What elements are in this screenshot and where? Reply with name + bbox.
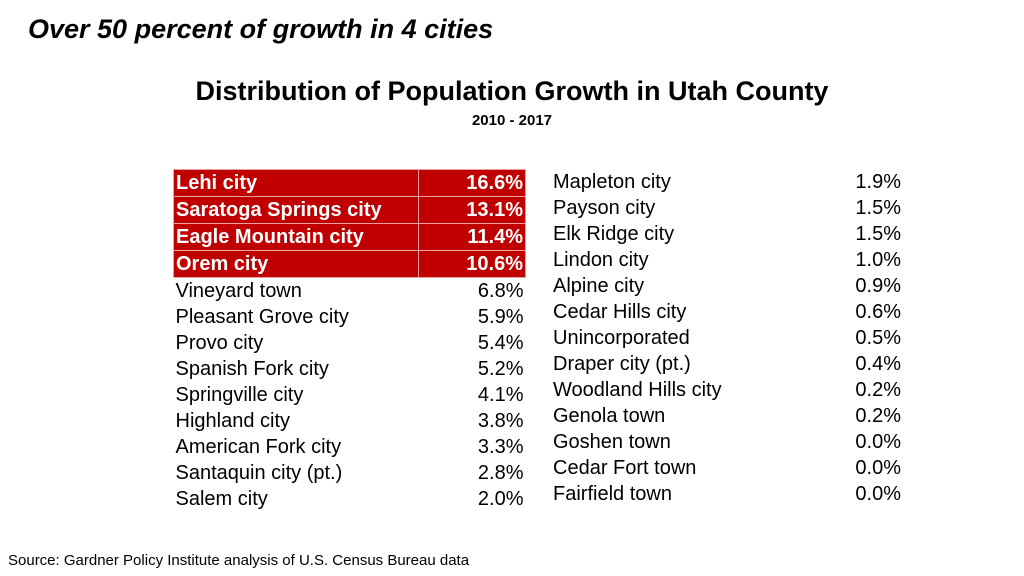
growth-share-value: 2.8% <box>477 462 524 484</box>
growth-share-value: 0.5% <box>855 327 901 349</box>
table-row: Eagle Mountain city 11.4% <box>173 223 526 251</box>
growth-share-value: 3.3% <box>477 436 524 458</box>
city-name: Lindon city <box>553 249 649 271</box>
city-name: Unincorporated <box>553 327 690 349</box>
growth-share-value: 6.8% <box>477 280 524 302</box>
table-row: Santaquin city (pt.) 2.8% <box>174 460 526 486</box>
table-row: Elk Ridge city 1.5% <box>551 221 903 247</box>
city-name: Saratoga Springs city <box>173 196 419 224</box>
table-row: Genola town 0.2% <box>551 403 903 429</box>
table-row: Springville city 4.1% <box>174 382 526 408</box>
growth-share-value: 0.0% <box>855 483 901 505</box>
table-row: Mapleton city 1.9% <box>551 169 903 195</box>
city-name: Draper city (pt.) <box>553 353 691 375</box>
growth-share-value: 0.6% <box>855 301 901 323</box>
city-name: Provo city <box>175 332 264 354</box>
table-row: Cedar Hills city 0.6% <box>551 299 903 325</box>
table-row: Lehi city 16.6% <box>173 169 526 197</box>
growth-share-value: 1.5% <box>855 197 901 219</box>
city-name: Pleasant Grove city <box>175 306 349 328</box>
growth-share-value: 0.0% <box>855 457 901 479</box>
growth-share-value: 5.2% <box>477 358 524 380</box>
table-row: Fairfield town 0.0% <box>551 481 903 507</box>
growth-table-right: Mapleton city 1.9% Payson city 1.5% Elk Ridg… <box>551 169 903 507</box>
growth-share-value: 0.2% <box>855 379 901 401</box>
city-name: Fairfield town <box>553 483 672 505</box>
city-name: Payson city <box>553 197 656 219</box>
growth-table-left: Lehi city 16.6% Saratoga Springs city 13.1%… <box>173 169 526 512</box>
city-name: Alpine city <box>553 275 645 297</box>
growth-share-value: 0.9% <box>855 275 901 297</box>
growth-share-value: 11.4% <box>418 223 526 251</box>
growth-share-value: 5.9% <box>477 306 524 328</box>
growth-share-value: 2.0% <box>477 488 524 510</box>
growth-share-value: 10.6% <box>418 250 526 278</box>
city-name: Highland city <box>175 410 291 432</box>
table-row: Unincorporated 0.5% <box>551 325 903 351</box>
table-row: American Fork city 3.3% <box>174 434 526 460</box>
city-name: Springville city <box>175 384 304 406</box>
growth-share-value: 1.0% <box>855 249 901 271</box>
city-name: Woodland Hills city <box>553 379 722 401</box>
city-name: Genola town <box>553 405 666 427</box>
city-name: Cedar Fort town <box>553 457 697 479</box>
table-row: Orem city 10.6% <box>173 250 526 278</box>
city-name: Vineyard town <box>175 280 302 302</box>
growth-share-value: 3.8% <box>477 410 524 432</box>
city-name: American Fork city <box>175 436 342 458</box>
city-name: Salem city <box>175 488 268 510</box>
growth-share-value: 1.5% <box>855 223 901 245</box>
table-row: Draper city (pt.) 0.4% <box>551 351 903 377</box>
growth-share-value: 5.4% <box>477 332 524 354</box>
table-row: Cedar Fort town 0.0% <box>551 455 903 481</box>
table-row: Spanish Fork city 5.2% <box>174 356 526 382</box>
growth-share-value: 4.1% <box>477 384 524 406</box>
city-name: Lehi city <box>173 169 419 197</box>
chart-subtitle: 2010 - 2017 <box>471 112 553 129</box>
table-row: Highland city 3.8% <box>174 408 526 434</box>
table-row: Pleasant Grove city 5.9% <box>174 304 526 330</box>
table-row: Woodland Hills city 0.2% <box>551 377 903 403</box>
city-name: Mapleton city <box>553 171 671 193</box>
table-row: Lindon city 1.0% <box>551 247 903 273</box>
table-row: Alpine city 0.9% <box>551 273 903 299</box>
growth-share-value: 0.4% <box>855 353 901 375</box>
table-row: Payson city 1.5% <box>551 195 903 221</box>
headline: Over 50 percent of growth in 4 cities <box>28 14 494 44</box>
growth-share-value: 0.2% <box>855 405 901 427</box>
city-name: Elk Ridge city <box>553 223 675 245</box>
table-row: Vineyard town 6.8% <box>174 278 526 305</box>
city-name: Cedar Hills city <box>553 301 687 323</box>
city-name: Spanish Fork city <box>175 358 329 380</box>
growth-share-value: 16.6% <box>418 169 526 197</box>
growth-share-value: 0.0% <box>855 431 901 453</box>
chart-title: Distribution of Population Growth in Uta… <box>195 76 829 106</box>
city-name: Orem city <box>173 250 419 278</box>
table-row: Salem city 2.0% <box>174 486 526 512</box>
table-row: Goshen town 0.0% <box>551 429 903 455</box>
city-name: Goshen town <box>553 431 671 453</box>
growth-share-value: 1.9% <box>855 171 901 193</box>
table-row: Saratoga Springs city 13.1% <box>173 196 526 224</box>
source-note: Source: Gardner Policy Institute analysi… <box>8 552 470 569</box>
city-name: Eagle Mountain city <box>173 223 419 251</box>
growth-share-value: 13.1% <box>418 196 526 224</box>
city-name: Santaquin city (pt.) <box>175 462 343 484</box>
table-row: Provo city 5.4% <box>174 330 526 356</box>
